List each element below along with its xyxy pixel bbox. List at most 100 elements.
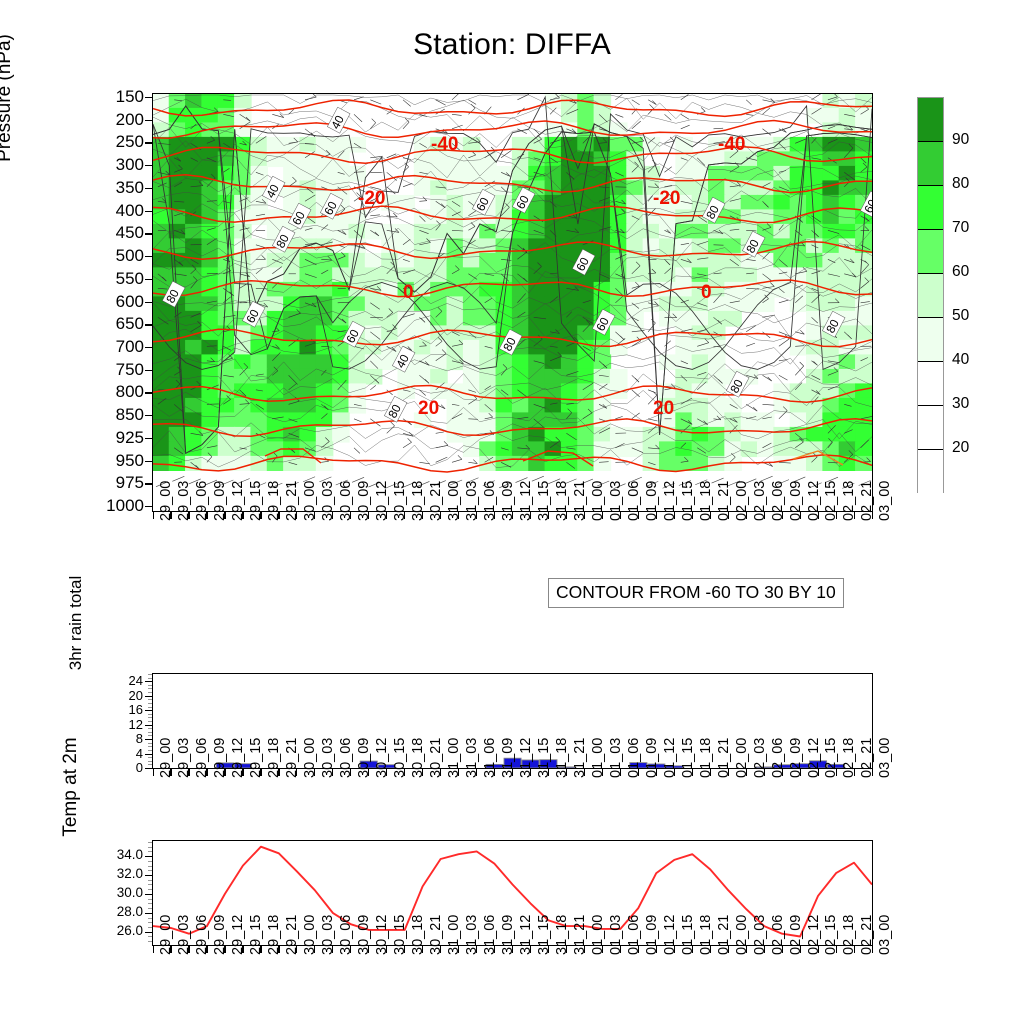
y-minor-tick [148, 677, 152, 679]
x-tick-mark [458, 946, 460, 953]
x-tick-label: 01_15 [679, 480, 696, 521]
x-tick-label: 31_15 [535, 480, 552, 521]
temperature-axis-label: Temp at 2m [60, 737, 81, 837]
x-tick-mark [512, 512, 514, 519]
x-tick-mark [817, 769, 819, 776]
y-minor-tick [148, 699, 152, 701]
colorbar-label: 90 [952, 131, 970, 148]
x-tick-label: 02_15 [823, 737, 840, 778]
y-minor-tick [148, 760, 152, 762]
x-tick-mark [206, 769, 208, 776]
x-tick-mark [583, 946, 586, 953]
colorbar-band [918, 318, 943, 362]
colorbar-band [918, 362, 943, 406]
x-tick-mark [170, 512, 172, 519]
y-tick-label: 200 [115, 109, 144, 129]
y-minor-tick [148, 922, 152, 924]
colorbar-band [918, 450, 943, 494]
x-tick-mark [637, 769, 639, 776]
x-tick-label: 30_09 [356, 737, 373, 778]
x-tick-label: 02_09 [787, 480, 804, 521]
x-tick-label: 31_21 [571, 737, 588, 778]
x-tick-label: 02_21 [859, 737, 876, 778]
y-tick-label: 26.0 [116, 922, 143, 938]
x-tick-mark [152, 512, 154, 519]
x-tick-label: 31_18 [553, 480, 570, 521]
x-tick-mark [242, 946, 244, 953]
x-tick-mark [278, 769, 280, 776]
x-tick-mark [350, 769, 352, 776]
y-tick-mark [145, 301, 152, 303]
x-tick-label: 29_18 [266, 914, 283, 955]
x-tick-mark [314, 769, 316, 776]
x-tick-mark [404, 512, 406, 519]
x-tick-mark [601, 512, 604, 519]
x-tick-mark [386, 769, 388, 776]
x-tick-mark [242, 769, 244, 776]
y-tick-mark [145, 346, 152, 349]
x-tick-label: 31_09 [499, 914, 516, 955]
svg-text:80: 80 [703, 203, 722, 222]
y-tick-label: 300 [115, 155, 144, 175]
x-tick-mark [188, 946, 190, 953]
y-tick-label: 250 [115, 132, 144, 152]
x-tick-mark [619, 769, 622, 776]
x-tick-mark [224, 946, 226, 953]
x-tick-mark [332, 946, 334, 953]
y-tick-mark [145, 931, 152, 933]
x-tick-label: 29_15 [248, 737, 265, 778]
y-tick-mark [145, 187, 152, 190]
x-tick-mark [152, 769, 154, 776]
x-tick-mark [583, 769, 586, 776]
x-tick-label: 02_15 [823, 914, 840, 955]
svg-text:60: 60 [593, 315, 612, 334]
rain-axis-label: 3hr rain total [66, 575, 85, 671]
y-minor-tick [148, 889, 152, 891]
x-tick-mark [781, 769, 783, 776]
x-tick-label: 31_00 [446, 914, 462, 955]
svg-text:80: 80 [163, 287, 182, 306]
colorbar-label: 80 [952, 175, 970, 192]
x-tick-label: 31_12 [517, 737, 534, 778]
x-tick-mark [745, 769, 747, 776]
y-tick-label: 30.0 [116, 884, 143, 900]
x-tick-mark [691, 946, 693, 953]
x-tick-label: 30_18 [410, 914, 427, 955]
x-tick-mark [494, 946, 496, 953]
x-tick-label: 02_06 [769, 737, 786, 778]
y-tick-label: 20 [128, 687, 143, 703]
y-minor-tick [148, 851, 152, 853]
x-tick-label: 30_15 [392, 914, 409, 955]
y-tick-mark [145, 165, 152, 167]
x-tick-label: 30_15 [392, 737, 409, 778]
y-tick-label: 32.0 [116, 866, 143, 882]
x-tick-mark [386, 946, 388, 953]
x-tick-mark [296, 946, 298, 953]
x-tick-label: 01_00 [589, 737, 606, 778]
y-tick-mark [145, 278, 152, 281]
x-tick-label: 01_00 [589, 914, 606, 955]
x-tick-mark [745, 512, 747, 519]
x-tick-mark [170, 946, 172, 953]
y-minor-tick [148, 917, 152, 919]
x-tick-mark [458, 512, 460, 519]
cross-section-plot: -40 -40 -20 -20 0 0 20 20 40 40 60 60 60 60 60 60 80 80 80… [153, 94, 872, 511]
x-tick-label: 02_12 [805, 914, 822, 955]
x-tick-label: 30_12 [374, 737, 391, 778]
y-minor-tick [148, 728, 152, 730]
y-tick-label: 1000 [106, 496, 144, 515]
y-minor-tick [148, 903, 152, 905]
y-tick-mark [145, 460, 152, 462]
contour-note: CONTOUR FROM -60 TO 30 BY 10 [548, 578, 844, 608]
y-tick-label: 750 [115, 359, 144, 379]
x-tick-label: 01_18 [697, 737, 714, 778]
x-tick-label: 31_06 [481, 914, 498, 955]
x-tick-label: 02_09 [787, 737, 804, 778]
x-tick-label: 29_15 [248, 480, 265, 521]
x-tick-mark [188, 512, 190, 519]
x-tick-label: 29_06 [194, 480, 211, 521]
x-tick-mark [835, 512, 837, 519]
x-tick-label: 02_00 [733, 480, 750, 521]
y-tick-label: 28.0 [116, 903, 143, 919]
